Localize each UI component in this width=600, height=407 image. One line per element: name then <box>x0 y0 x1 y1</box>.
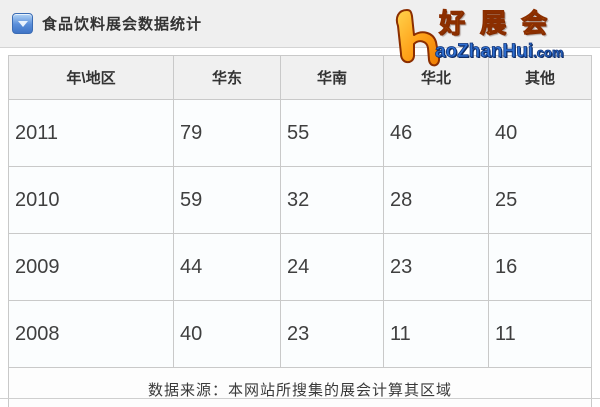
haozhanhui-logo[interactable]: 好展会 aoZhanHui.com <box>386 2 598 72</box>
collapse-toggle-button[interactable] <box>12 13 33 34</box>
col-header-other: 其他 <box>488 55 592 100</box>
cell-value: 23 <box>383 233 489 301</box>
bottom-divider <box>0 398 600 399</box>
cell-value: 55 <box>280 99 384 167</box>
table-row: 2009 44 24 23 16 <box>8 233 592 301</box>
data-source-note: 数据来源：本网站所搜集的展会计算其区域 <box>8 367 592 407</box>
cell-value: 11 <box>488 300 592 368</box>
cell-value: 24 <box>280 233 384 301</box>
logo-brand-text: 好展会 <box>438 8 563 38</box>
table-row: 2011 79 55 46 40 <box>8 99 592 167</box>
col-header-south-china: 华南 <box>280 55 384 100</box>
cell-year: 2011 <box>8 99 174 167</box>
cell-value: 46 <box>383 99 489 167</box>
table-row: 2010 59 32 28 25 <box>8 166 592 234</box>
logo-domain-main: aoZhanHui <box>435 41 534 62</box>
cell-value: 23 <box>280 300 384 368</box>
cell-value: 25 <box>488 166 592 234</box>
cell-value: 11 <box>383 300 489 368</box>
logo-domain-suffix: .com <box>533 45 564 60</box>
cell-value: 28 <box>383 166 489 234</box>
cell-value: 16 <box>488 233 592 301</box>
table-footnote-row: 数据来源：本网站所搜集的展会计算其区域 <box>8 367 592 407</box>
table-header-row: 年\地区 华东 华南 华北 其他 <box>8 55 592 100</box>
cell-value: 32 <box>280 166 384 234</box>
cell-value: 40 <box>173 300 281 368</box>
cell-value: 79 <box>173 99 281 167</box>
page-title: 食品饮料展会数据统计 <box>42 16 203 33</box>
table-row: 2008 40 23 11 11 <box>8 300 592 368</box>
cell-year: 2009 <box>8 233 174 301</box>
cell-year: 2010 <box>8 166 174 234</box>
title-bar: 食品饮料展会数据统计 <box>0 0 600 48</box>
logo-domain-text: aoZhanHui.com <box>435 41 564 62</box>
cell-value: 59 <box>173 166 281 234</box>
col-header-east-china: 华东 <box>173 55 281 100</box>
stats-table: 年\地区 华东 华南 华北 其他 2011 79 55 46 40 2010 5… <box>8 55 592 407</box>
col-header-year-region: 年\地区 <box>8 55 174 100</box>
cell-value: 44 <box>173 233 281 301</box>
chair-h-icon <box>395 9 441 67</box>
cell-year: 2008 <box>8 300 174 368</box>
chevron-down-icon <box>17 21 28 27</box>
cell-value: 40 <box>488 99 592 167</box>
